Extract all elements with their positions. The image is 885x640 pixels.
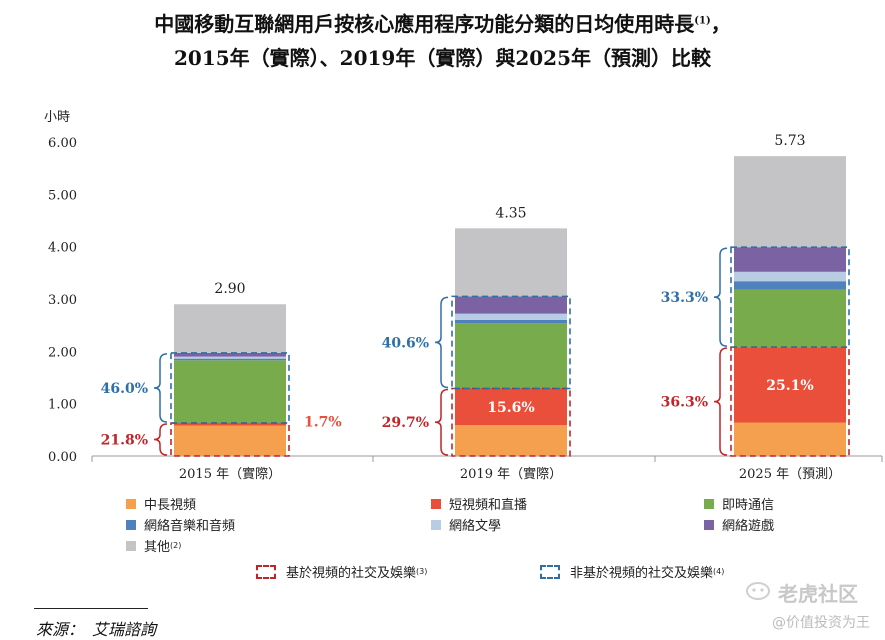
bar-segment-literature [734,271,846,282]
legend-swatch [126,498,136,509]
tiger-logo-icon [746,582,770,600]
video-social-dashed-box [170,422,290,457]
bar-segment-mid-long-video [455,425,567,456]
bar-segment-literature [174,356,286,359]
legend-item-non-video-social-box: 非基於視頻的社交及娛樂 (4) [540,562,724,581]
non-video-social-brace [434,296,449,389]
bar-segment-instant-messaging [174,360,286,424]
bar-segment-music-audio [734,281,846,290]
legend-swatch [704,519,714,530]
legend-item-mid-long-video: 中長視頻 [126,494,196,513]
non-video-social-dashed-box [170,352,290,424]
chart-title-line1: 中國移動互聯網用戶按核心應用程序功能分類的日均使用時長(1)， [154,12,731,36]
y-tick-label: 3.00 [48,293,77,308]
bar-segment-others [455,228,567,297]
non-video-social-dashed-box [451,295,571,390]
chart-title-line2: 2015年（實際）、2019年（實際）與2025年（預測）比較 [174,46,711,70]
bar-segment-games [174,352,286,357]
video-social-pct-label: 36.3% [661,395,708,411]
non-video-social-pct-label: 46.0% [101,381,148,397]
non-video-social-brace [153,353,168,423]
non-video-social-pct-label: 33.3% [661,290,708,306]
bar-segment-short-video-live [734,347,846,423]
y-tick-label: 5.00 [48,188,77,203]
watermark-account: @价值投资为王 [772,615,870,631]
legend-item-games: 網絡遊戲 [704,515,774,534]
bar-segment-games [734,247,846,272]
bar-segment-instant-messaging [455,323,567,389]
non-video-social-pct-label: 40.6% [382,335,429,351]
y-tick-label: 4.00 [48,241,77,256]
legend-item-literature: 網絡文學 [431,515,501,534]
non-video-social-dashed-box [730,246,850,348]
bar-segment-music-audio [455,319,567,324]
video-social-pct-label: 21.8% [101,433,148,449]
legend-swatch [431,519,441,530]
bar-segment-others [174,304,286,353]
source-note: 來源： 艾瑞諮詢 [36,620,157,639]
legend-swatch [126,519,136,530]
watermark-brand: 老虎社区 [778,582,858,606]
short-video-pct-label: 25.1% [766,378,813,394]
y-tick-label: 1.00 [48,398,77,413]
y-tick-label: 6.00 [48,136,77,151]
legend-swatch [431,498,441,509]
bar-segment-music-audio [174,358,286,361]
source-rule [34,608,148,609]
legend-swatch [704,498,714,509]
bar-segment-mid-long-video [734,422,846,456]
video-social-pct-label: 29.7% [382,415,429,431]
legend-item-instant-messaging: 即時通信 [704,494,774,513]
legend-swatch [126,540,136,551]
bar-segment-literature [455,313,567,320]
legend-dash-blue [540,564,560,579]
y-tick-label: 0.00 [48,450,77,465]
bar-segment-others [734,156,846,248]
x-tick-label: 2015 年（實際） [179,466,281,482]
short-video-pct-label: 1.7% [304,415,342,431]
bar-total-label: 4.35 [495,205,526,221]
legend-dash-red [256,564,276,579]
bar-total-label: 5.73 [774,133,805,149]
bar-segment-mid-long-video [174,425,286,456]
bar-segment-short-video-live [455,388,567,426]
x-tick-label: 2019 年（實際） [460,466,562,482]
video-social-brace [713,347,728,456]
video-social-dashed-box [451,387,571,457]
bar-segment-instant-messaging [734,289,846,348]
bar-segment-games [455,296,567,314]
bar-segment-short-video-live [174,423,286,426]
video-social-brace [153,423,168,456]
legend-item-video-social-box: 基於視頻的社交及娛樂 (3) [256,562,427,581]
video-social-brace [434,388,449,456]
non-video-social-brace [713,247,728,347]
legend-item-music-audio: 網絡音樂和音頻 [126,515,235,534]
y-axis-label: 小時 [44,110,70,125]
legend-item-others: 其他 (2) [126,536,181,555]
y-tick-label: 2.00 [48,345,77,360]
legend-item-short-video-live: 短視頻和直播 [431,494,527,513]
short-video-pct-label: 15.6% [487,400,534,416]
x-tick-label: 2025 年（預測） [739,467,841,482]
video-social-dashed-box [730,346,850,457]
bar-total-label: 2.90 [214,281,245,297]
